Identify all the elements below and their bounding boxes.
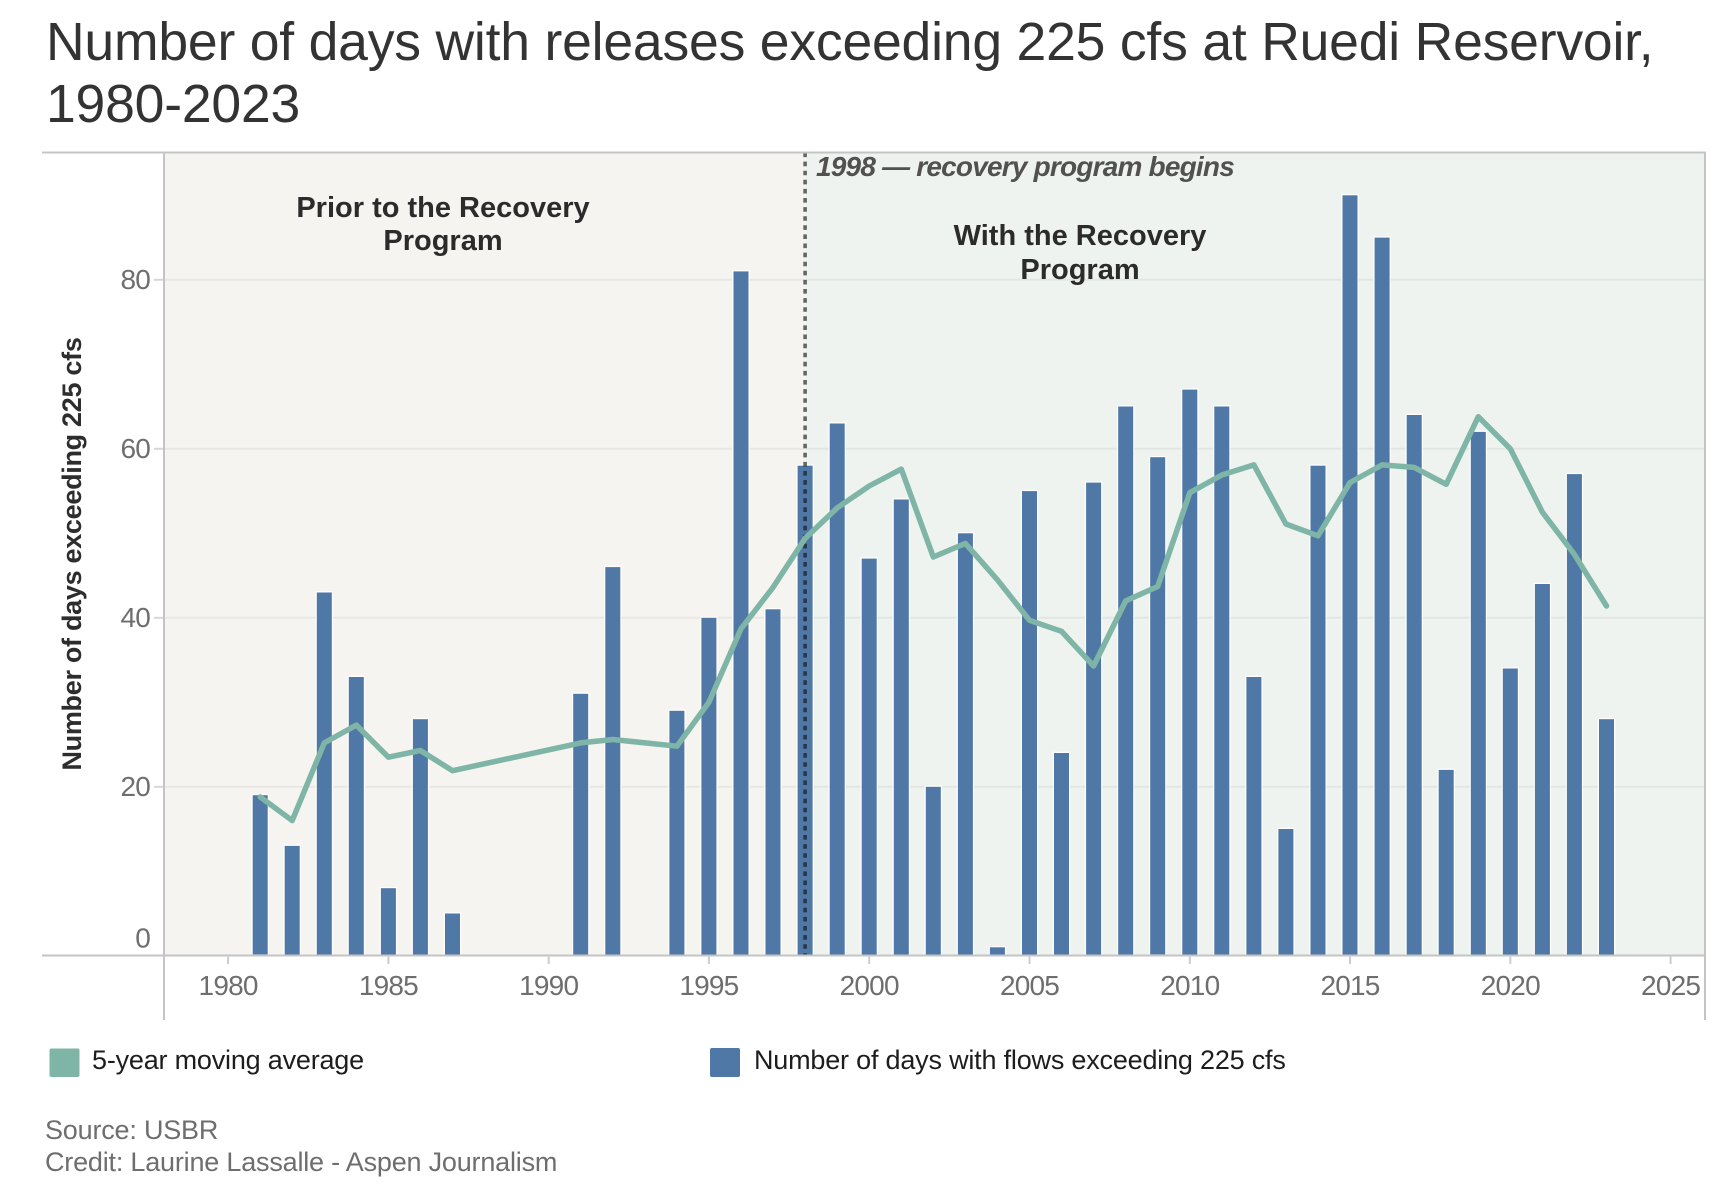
- svg-text:Credit: Laurine Lassalle - Asp: Credit: Laurine Lassalle - Aspen Journal…: [45, 1147, 557, 1177]
- svg-text:Prior to the Recovery: Prior to the Recovery: [296, 192, 589, 224]
- svg-text:2015: 2015: [1320, 970, 1379, 1001]
- svg-text:5-year moving average: 5-year moving average: [92, 1045, 364, 1075]
- svg-text:Program: Program: [383, 225, 502, 257]
- svg-text:1985: 1985: [359, 970, 418, 1001]
- svg-text:1995: 1995: [679, 970, 738, 1001]
- svg-text:Number of days with releases e: Number of days with releases exceeding 2…: [46, 13, 1653, 72]
- svg-text:80: 80: [120, 264, 150, 295]
- svg-text:Source: USBR: Source: USBR: [45, 1115, 218, 1145]
- svg-text:1980-2023: 1980-2023: [46, 75, 300, 134]
- svg-text:1990: 1990: [519, 970, 578, 1001]
- svg-text:Number of days exceeding 225 c: Number of days exceeding 225 cfs: [57, 337, 87, 770]
- svg-text:Program: Program: [1020, 254, 1139, 286]
- svg-text:2000: 2000: [840, 970, 899, 1001]
- svg-text:60: 60: [120, 433, 150, 464]
- svg-text:2025: 2025: [1641, 970, 1700, 1001]
- svg-text:2010: 2010: [1160, 970, 1219, 1001]
- svg-text:40: 40: [120, 602, 150, 633]
- svg-text:1998 — recovery program begins: 1998 — recovery program begins: [816, 151, 1234, 182]
- svg-text:1980: 1980: [199, 970, 258, 1001]
- svg-text:Number of days with flows exce: Number of days with flows exceeding 225 …: [754, 1045, 1286, 1075]
- svg-text:20: 20: [120, 771, 150, 802]
- svg-text:0: 0: [135, 923, 150, 954]
- svg-text:With the Recovery: With the Recovery: [954, 220, 1207, 252]
- svg-text:2005: 2005: [1000, 970, 1059, 1001]
- svg-text:2020: 2020: [1481, 970, 1540, 1001]
